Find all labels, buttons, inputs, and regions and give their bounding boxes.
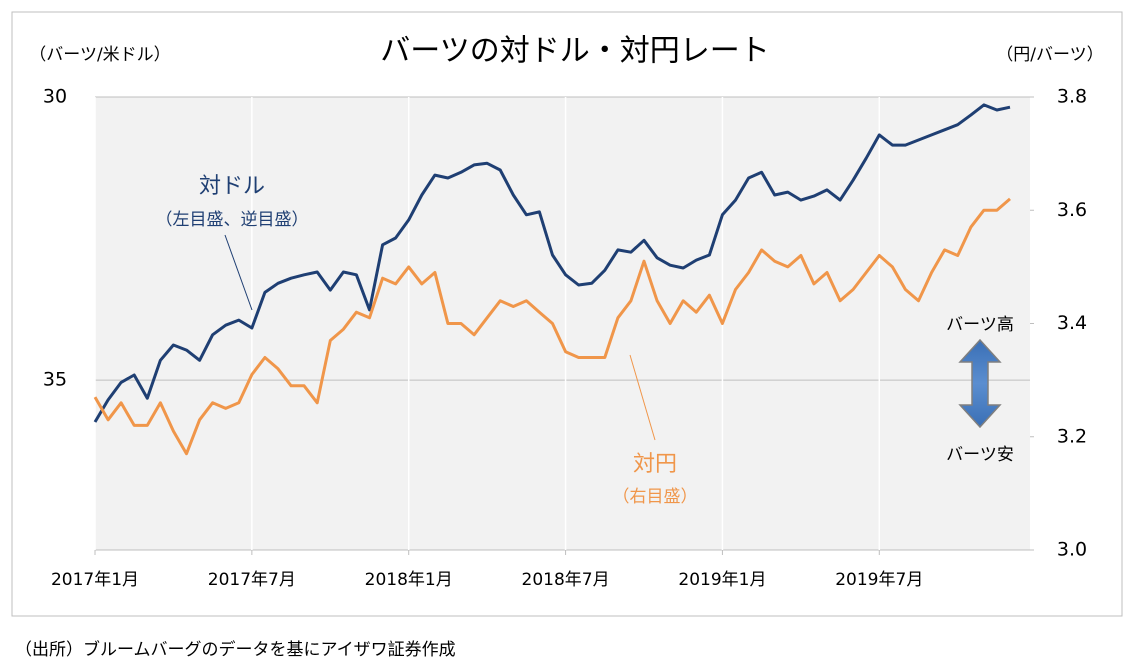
leader-line	[629, 354, 656, 441]
y-tick-label: 30	[43, 86, 67, 108]
y2-axis-label: （円/バーツ）	[996, 45, 1103, 65]
source-note: （出所）ブルームバーグのデータを基にアイザワ証券作成	[15, 639, 456, 660]
annotation: バーツ高	[946, 315, 1014, 335]
y-tick-label: 35	[43, 369, 67, 391]
plot-area	[95, 97, 1030, 550]
x-tick-label: 2017年7月	[208, 570, 296, 590]
y2-tick-label: 3.6	[1057, 199, 1087, 221]
x-tick-label: 2019年1月	[678, 570, 766, 590]
series-note: （右目盛）	[613, 487, 698, 507]
y2-tick-label: 3.2	[1057, 425, 1087, 447]
series-line	[93, 197, 1011, 456]
series-line	[93, 103, 1011, 423]
x-tick-label: 2018年7月	[522, 570, 610, 590]
y2-tick-label: 3.4	[1057, 312, 1087, 334]
x-tick-label: 2017年1月	[51, 570, 139, 590]
series-label: 対円	[633, 452, 677, 477]
y-axis-label: （バーツ/米ドル）	[29, 45, 170, 65]
y2-tick-label: 3.0	[1057, 539, 1087, 561]
series-note: （左目盛、逆目盛）	[156, 210, 309, 230]
x-tick-label: 2018年1月	[365, 570, 453, 590]
y2-tick-label: 3.8	[1057, 86, 1087, 108]
chart-title: バーツの対ドル・対円レート	[380, 34, 769, 69]
direction-arrow	[958, 338, 1002, 429]
x-tick-label: 2019年7月	[835, 570, 923, 590]
leader-line	[224, 234, 253, 311]
series-label: 対ドル	[199, 174, 265, 199]
annotation: バーツ安	[946, 445, 1014, 465]
